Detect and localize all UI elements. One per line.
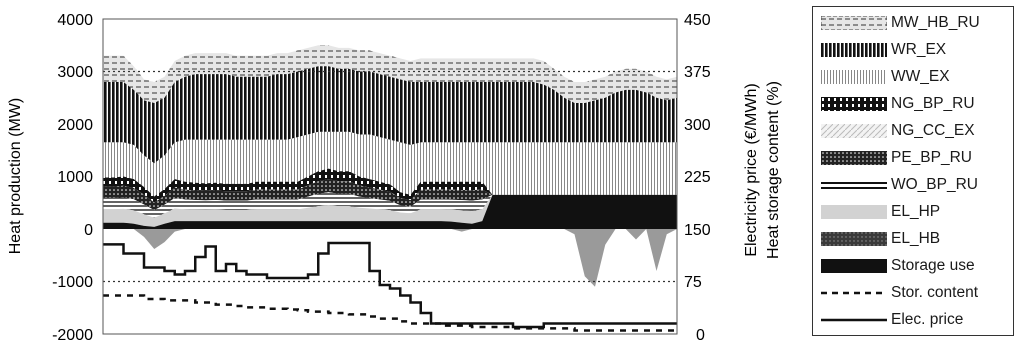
legend-item: Storage use bbox=[821, 252, 975, 280]
legend-item: NG_BP_RU bbox=[821, 90, 975, 118]
legend-swatch-dark-dots bbox=[821, 232, 887, 246]
legend-item: WO_BP_RU bbox=[821, 171, 978, 199]
left-tick-label: 3000 bbox=[57, 64, 93, 81]
legend-swatch-dashes bbox=[821, 16, 887, 30]
chart-legend: MW_HB_RU WR_EX WW_EX NG_BP_RU NG_CC_EX P… bbox=[812, 6, 1014, 336]
legend-label: PE_BP_RU bbox=[891, 149, 972, 166]
area-ww-ex bbox=[103, 131, 677, 197]
legend-label: MW_HB_RU bbox=[891, 14, 980, 31]
legend-item: Elec. price bbox=[821, 306, 963, 334]
legend-swatch-dashed-line bbox=[821, 291, 887, 295]
legend-item: Stor. content bbox=[821, 279, 978, 307]
legend-swatch-vstripes-dense bbox=[821, 43, 887, 57]
left-tick-label: 4000 bbox=[57, 12, 93, 29]
left-tick-label: -1000 bbox=[52, 274, 93, 291]
legend-swatch-dots-dark bbox=[821, 151, 887, 165]
legend-swatch-diagonal-light bbox=[821, 124, 887, 138]
area-storage-charging bbox=[103, 229, 677, 287]
legend-label: Storage use bbox=[891, 257, 975, 274]
right-axis-label-storage: Heat storage content (%) bbox=[765, 81, 782, 259]
legend-item: WW_EX bbox=[821, 63, 950, 91]
legend-item: MW_HB_RU bbox=[821, 9, 980, 37]
line-stor-content bbox=[103, 294, 677, 332]
right-tick-label: 300 bbox=[684, 117, 711, 134]
legend-label: Stor. content bbox=[891, 284, 979, 301]
right-tick-label: 375 bbox=[684, 64, 711, 81]
area-pe-bp-ru bbox=[103, 179, 677, 211]
legend-item: PE_BP_RU bbox=[821, 144, 972, 172]
right-axis-label-price: Electricity price (€/MWh) bbox=[743, 83, 760, 256]
right-tick-label: 0 bbox=[696, 327, 705, 344]
legend-label: WR_EX bbox=[891, 41, 947, 58]
legend-swatch-vstripes-light bbox=[821, 70, 887, 84]
legend-label: NG_CC_EX bbox=[891, 122, 975, 139]
legend-item: EL_HB bbox=[821, 225, 940, 253]
area-mw-hb-ru bbox=[103, 45, 677, 103]
left-tick-label: 2000 bbox=[57, 117, 93, 134]
legend-label: EL_HB bbox=[891, 230, 941, 247]
legend-swatch-double-line bbox=[821, 182, 887, 189]
legend-item: NG_CC_EX bbox=[821, 117, 975, 145]
right-tick-label: 450 bbox=[684, 12, 711, 29]
area-storage-use bbox=[103, 194, 677, 229]
line-elec-price bbox=[103, 241, 677, 329]
left-axis-label: Heat production (MW) bbox=[7, 98, 24, 255]
left-axis: 4000 3000 2000 1000 0 -1000 -2000 Heat p… bbox=[7, 12, 93, 344]
left-tick-label: 0 bbox=[84, 222, 93, 239]
legend-swatch-light-grey bbox=[821, 205, 887, 219]
legend-swatch-solid-line bbox=[821, 318, 887, 322]
left-tick-label: 1000 bbox=[57, 169, 93, 186]
plot-frame bbox=[102, 18, 678, 335]
right-axis: 450 375 300 225 150 75 0 Electricity pri… bbox=[684, 12, 782, 344]
heat-production-chart: 4000 3000 2000 1000 0 -1000 -2000 Heat p… bbox=[7, 12, 782, 344]
legend-label: WO_BP_RU bbox=[891, 176, 978, 193]
right-tick-label: 225 bbox=[684, 169, 711, 186]
right-tick-label: 75 bbox=[684, 274, 702, 291]
legend-label: NG_BP_RU bbox=[891, 95, 975, 112]
left-tick-label: -2000 bbox=[52, 327, 93, 344]
legend-swatch-vblocks bbox=[821, 97, 887, 111]
legend-label: WW_EX bbox=[891, 68, 950, 85]
area-wr-ex bbox=[103, 66, 677, 164]
area-el-hp bbox=[103, 194, 677, 227]
area-wo-bp-ru bbox=[103, 192, 677, 218]
legend-item: EL_HP bbox=[821, 198, 940, 226]
legend-label: EL_HP bbox=[891, 203, 941, 220]
legend-swatch-solid-dark bbox=[821, 259, 887, 273]
area-ng-bp-ru bbox=[103, 168, 677, 203]
legend-item: WR_EX bbox=[821, 36, 946, 64]
right-tick-label: 150 bbox=[684, 222, 711, 239]
legend-label: Elec. price bbox=[891, 311, 964, 328]
